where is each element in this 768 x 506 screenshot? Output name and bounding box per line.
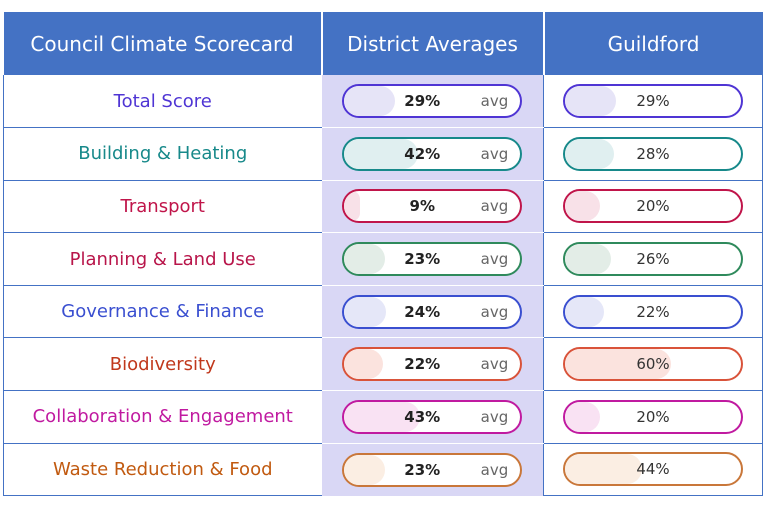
- district-score-pill: 43% avg: [342, 399, 523, 434]
- district-score-fill: [344, 401, 420, 432]
- council-score-value: 20%: [636, 407, 670, 426]
- category-label: Governance & Finance: [3, 285, 322, 339]
- district-score-pill: 24% avg: [342, 294, 523, 329]
- table-row: Collaboration & Engagement 43% avg 20%: [3, 390, 763, 444]
- council-score-cell: 60%: [543, 337, 763, 392]
- council-score-fill: [565, 191, 601, 222]
- table-row: Total Score 29% avg 29%: [3, 75, 763, 129]
- council-score-fill: [565, 296, 604, 327]
- district-average-cell: 23% avg: [321, 443, 544, 496]
- council-score-pill: 29%: [563, 84, 743, 119]
- council-score-fill: [565, 244, 611, 275]
- district-score-value: 42%: [404, 144, 441, 163]
- category-label: Transport: [3, 180, 322, 234]
- district-score-fill: [344, 244, 385, 275]
- council-score-value: 28%: [636, 144, 670, 163]
- council-score-fill: [565, 401, 601, 432]
- district-score-fill: [344, 138, 419, 169]
- district-score-value: 9%: [409, 197, 435, 216]
- district-average-cell: 24% avg: [321, 285, 544, 339]
- district-average-cell: 23% avg: [321, 232, 544, 286]
- district-score-fill: [344, 454, 385, 485]
- avg-tag: avg: [480, 197, 509, 216]
- council-score-cell: 22%: [543, 285, 763, 339]
- council-score-cell: 28%: [543, 127, 763, 181]
- council-score-value: 22%: [636, 302, 670, 321]
- council-score-cell: 26%: [543, 232, 763, 286]
- header-district-averages: District Averages: [321, 12, 545, 75]
- climate-scorecard-table: Council Climate Scorecard District Avera…: [3, 12, 763, 497]
- council-score-pill: 26%: [563, 242, 743, 277]
- council-score-value: 26%: [636, 250, 670, 269]
- avg-tag: avg: [480, 92, 509, 111]
- table-row: Waste Reduction & Food 23% avg 44%: [3, 443, 763, 497]
- category-label: Biodiversity: [3, 337, 322, 392]
- district-score-fill: [344, 191, 361, 222]
- council-score-value: 29%: [636, 92, 670, 111]
- header-council: Guildford: [543, 12, 763, 75]
- district-average-cell: 9% avg: [321, 180, 544, 234]
- council-score-pill: 22%: [563, 294, 743, 329]
- district-score-value: 24%: [404, 302, 441, 321]
- header-row: Council Climate Scorecard District Avera…: [3, 12, 763, 75]
- avg-tag: avg: [480, 407, 509, 426]
- avg-tag: avg: [480, 460, 509, 479]
- council-score-pill: 20%: [563, 189, 743, 224]
- score-rows: Total Score 29% avg 29% Building & Heating 42…: [3, 75, 763, 497]
- table-row: Governance & Finance 24% avg 22%: [3, 285, 763, 339]
- district-score-pill: 23% avg: [342, 452, 523, 487]
- category-label: Building & Heating: [3, 127, 322, 181]
- district-score-pill: 9% avg: [342, 189, 523, 224]
- category-label: Waste Reduction & Food: [3, 443, 322, 497]
- category-label: Collaboration & Engagement: [3, 390, 322, 444]
- district-score-value: 29%: [404, 92, 441, 111]
- council-score-value: 44%: [636, 460, 670, 479]
- council-score-cell: 20%: [543, 390, 763, 444]
- district-score-pill: 29% avg: [342, 84, 523, 119]
- district-score-pill: 22% avg: [342, 347, 523, 382]
- district-score-fill: [344, 349, 383, 380]
- council-score-pill: 44%: [563, 452, 743, 487]
- council-score-fill: [565, 138, 615, 169]
- avg-tag: avg: [480, 355, 509, 374]
- district-average-cell: 22% avg: [321, 337, 544, 392]
- category-label: Total Score: [3, 75, 322, 129]
- district-average-cell: 29% avg: [321, 75, 544, 129]
- district-score-pill: 42% avg: [342, 136, 523, 171]
- council-score-pill: 20%: [563, 399, 743, 434]
- council-score-value: 20%: [636, 197, 670, 216]
- avg-tag: avg: [480, 250, 509, 269]
- council-score-cell: 29%: [543, 75, 763, 129]
- table-row: Building & Heating 42% avg 28%: [3, 127, 763, 181]
- category-label: Planning & Land Use: [3, 232, 322, 286]
- header-category: Council Climate Scorecard: [3, 12, 323, 75]
- district-score-fill: [344, 296, 387, 327]
- district-score-value: 23%: [404, 460, 441, 479]
- table-row: Transport 9% avg 20%: [3, 180, 763, 234]
- council-score-value: 60%: [636, 355, 670, 374]
- council-score-fill: [565, 86, 617, 117]
- district-average-cell: 42% avg: [321, 127, 544, 181]
- council-score-fill: [565, 454, 643, 485]
- district-score-pill: 23% avg: [342, 242, 523, 277]
- district-score-value: 22%: [404, 355, 441, 374]
- district-average-cell: 43% avg: [321, 390, 544, 444]
- council-score-cell: 44%: [543, 443, 763, 497]
- council-score-pill: 60%: [563, 347, 743, 382]
- council-score-fill: [565, 349, 671, 380]
- avg-tag: avg: [480, 144, 509, 163]
- council-score-pill: 28%: [563, 136, 743, 171]
- district-score-value: 23%: [404, 250, 441, 269]
- table-row: Biodiversity 22% avg 60%: [3, 337, 763, 392]
- district-score-value: 43%: [404, 407, 441, 426]
- district-score-fill: [344, 86, 396, 117]
- avg-tag: avg: [480, 302, 509, 321]
- table-row: Planning & Land Use 23% avg 26%: [3, 232, 763, 286]
- council-score-cell: 20%: [543, 180, 763, 234]
